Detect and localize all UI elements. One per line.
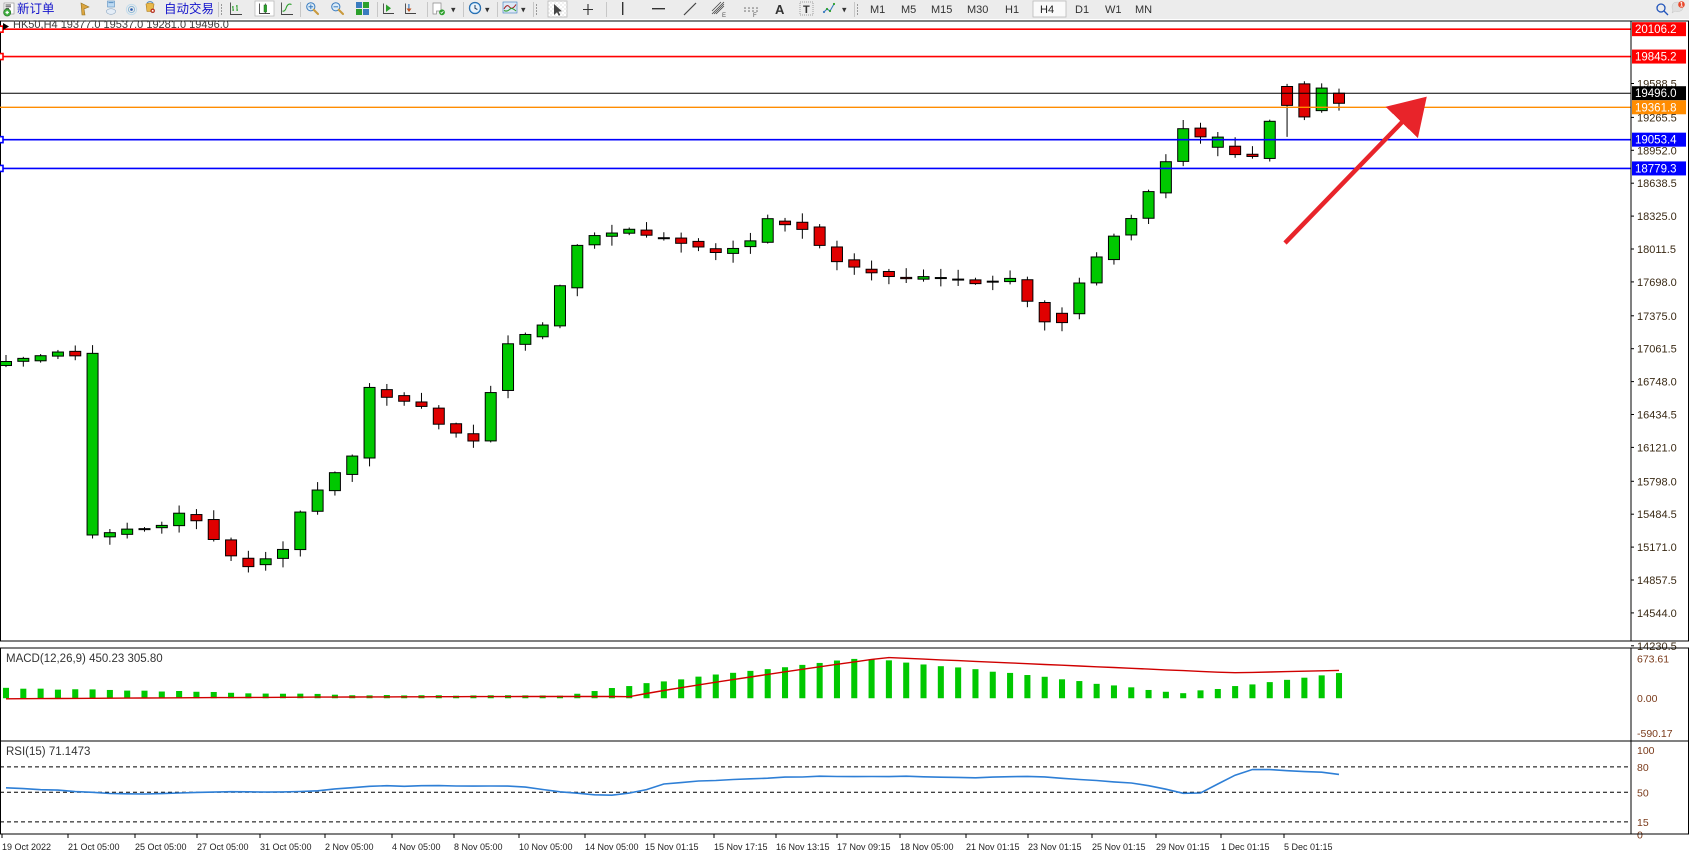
- svg-text:RSI(15) 71.1473: RSI(15) 71.1473: [6, 746, 90, 758]
- svg-text:27 Oct 05:00: 27 Oct 05:00: [197, 842, 249, 852]
- svg-text:▾: ▾: [521, 5, 526, 15]
- svg-text:2 Nov 05:00: 2 Nov 05:00: [325, 842, 374, 852]
- svg-text:M15: M15: [931, 4, 952, 16]
- svg-text:14544.0: 14544.0: [1637, 608, 1677, 620]
- svg-text:80: 80: [1637, 762, 1649, 774]
- svg-text:HK50,H4 19377.0 19537.0 19281: HK50,H4 19377.0 19537.0 19281.0 19496.0: [13, 19, 229, 31]
- svg-text:15 Nov 17:15: 15 Nov 17:15: [714, 842, 768, 852]
- svg-text:8 Nov 05:00: 8 Nov 05:00: [454, 842, 503, 852]
- svg-text:29 Nov 01:15: 29 Nov 01:15: [1156, 842, 1210, 852]
- svg-text:1 Dec 01:15: 1 Dec 01:15: [1221, 842, 1270, 852]
- svg-text:18 Nov 05:00: 18 Nov 05:00: [900, 842, 954, 852]
- svg-text:MACD(12,26,9) 450.23 305.80: MACD(12,26,9) 450.23 305.80: [6, 653, 163, 665]
- svg-text:-590.17: -590.17: [1637, 728, 1673, 740]
- svg-text:18011.5: 18011.5: [1637, 244, 1676, 256]
- svg-text:25 Oct 05:00: 25 Oct 05:00: [135, 842, 187, 852]
- svg-text:50: 50: [1637, 787, 1649, 799]
- svg-text:18779.3: 18779.3: [1635, 163, 1677, 175]
- svg-text:MN: MN: [1135, 4, 1152, 16]
- svg-text:673.61: 673.61: [1637, 653, 1669, 665]
- svg-text:16434.5: 16434.5: [1637, 410, 1677, 422]
- svg-text:17061.5: 17061.5: [1637, 344, 1677, 356]
- svg-text:17 Nov 09:15: 17 Nov 09:15: [837, 842, 891, 852]
- svg-text:18952.0: 18952.0: [1637, 145, 1677, 157]
- svg-text:15171.0: 15171.0: [1637, 542, 1677, 554]
- svg-text:15484.5: 15484.5: [1637, 509, 1677, 521]
- svg-text:20106.2: 20106.2: [1635, 24, 1677, 36]
- svg-text:14230.5: 14230.5: [1637, 641, 1677, 653]
- svg-text:31 Oct 05:00: 31 Oct 05:00: [260, 842, 312, 852]
- svg-text:▾: ▾: [842, 5, 847, 15]
- svg-text:16748.0: 16748.0: [1637, 377, 1677, 389]
- svg-text:21 Oct 05:00: 21 Oct 05:00: [68, 842, 120, 852]
- svg-text:▾: ▾: [485, 5, 490, 15]
- svg-text:新订单: 新订单: [17, 1, 55, 16]
- svg-text:5 Dec 01:15: 5 Dec 01:15: [1284, 842, 1333, 852]
- svg-text:15: 15: [1637, 817, 1649, 829]
- svg-text:M5: M5: [901, 4, 916, 16]
- svg-text:18638.5: 18638.5: [1637, 178, 1677, 190]
- svg-text:19496.0: 19496.0: [1635, 88, 1677, 100]
- svg-text:19 Oct 2022: 19 Oct 2022: [2, 842, 51, 852]
- svg-text:0.00: 0.00: [1637, 693, 1658, 705]
- svg-text:19265.5: 19265.5: [1637, 112, 1677, 124]
- svg-text:14857.5: 14857.5: [1637, 575, 1677, 587]
- svg-text:14 Nov 05:00: 14 Nov 05:00: [585, 842, 639, 852]
- svg-text:17375.0: 17375.0: [1637, 311, 1677, 323]
- svg-text:25 Nov 01:15: 25 Nov 01:15: [1092, 842, 1146, 852]
- svg-text:A: A: [775, 2, 785, 17]
- svg-text:H1: H1: [1005, 4, 1019, 16]
- svg-text:4 Nov 05:00: 4 Nov 05:00: [392, 842, 441, 852]
- svg-text:18325.0: 18325.0: [1637, 211, 1677, 223]
- svg-text:15 Nov 01:15: 15 Nov 01:15: [645, 842, 699, 852]
- svg-text:M1: M1: [870, 4, 885, 16]
- svg-text:17698.0: 17698.0: [1637, 277, 1677, 289]
- svg-text:21 Nov 01:15: 21 Nov 01:15: [966, 842, 1020, 852]
- svg-text:100: 100: [1637, 745, 1655, 757]
- svg-text:D1: D1: [1075, 4, 1089, 16]
- svg-text:15798.0: 15798.0: [1637, 476, 1677, 488]
- svg-text:10 Nov 05:00: 10 Nov 05:00: [519, 842, 573, 852]
- svg-text:M30: M30: [967, 4, 988, 16]
- svg-text:自动交易: 自动交易: [164, 1, 214, 16]
- svg-text:T: T: [803, 4, 810, 16]
- svg-text:W1: W1: [1105, 4, 1122, 16]
- svg-text:23 Nov 01:15: 23 Nov 01:15: [1028, 842, 1082, 852]
- svg-text:16 Nov 13:15: 16 Nov 13:15: [776, 842, 830, 852]
- svg-text:0: 0: [1637, 830, 1643, 842]
- svg-text:16121.0: 16121.0: [1637, 442, 1677, 454]
- svg-text:H4: H4: [1040, 4, 1054, 16]
- svg-text:19845.2: 19845.2: [1635, 52, 1677, 64]
- svg-text:▾: ▾: [451, 5, 456, 15]
